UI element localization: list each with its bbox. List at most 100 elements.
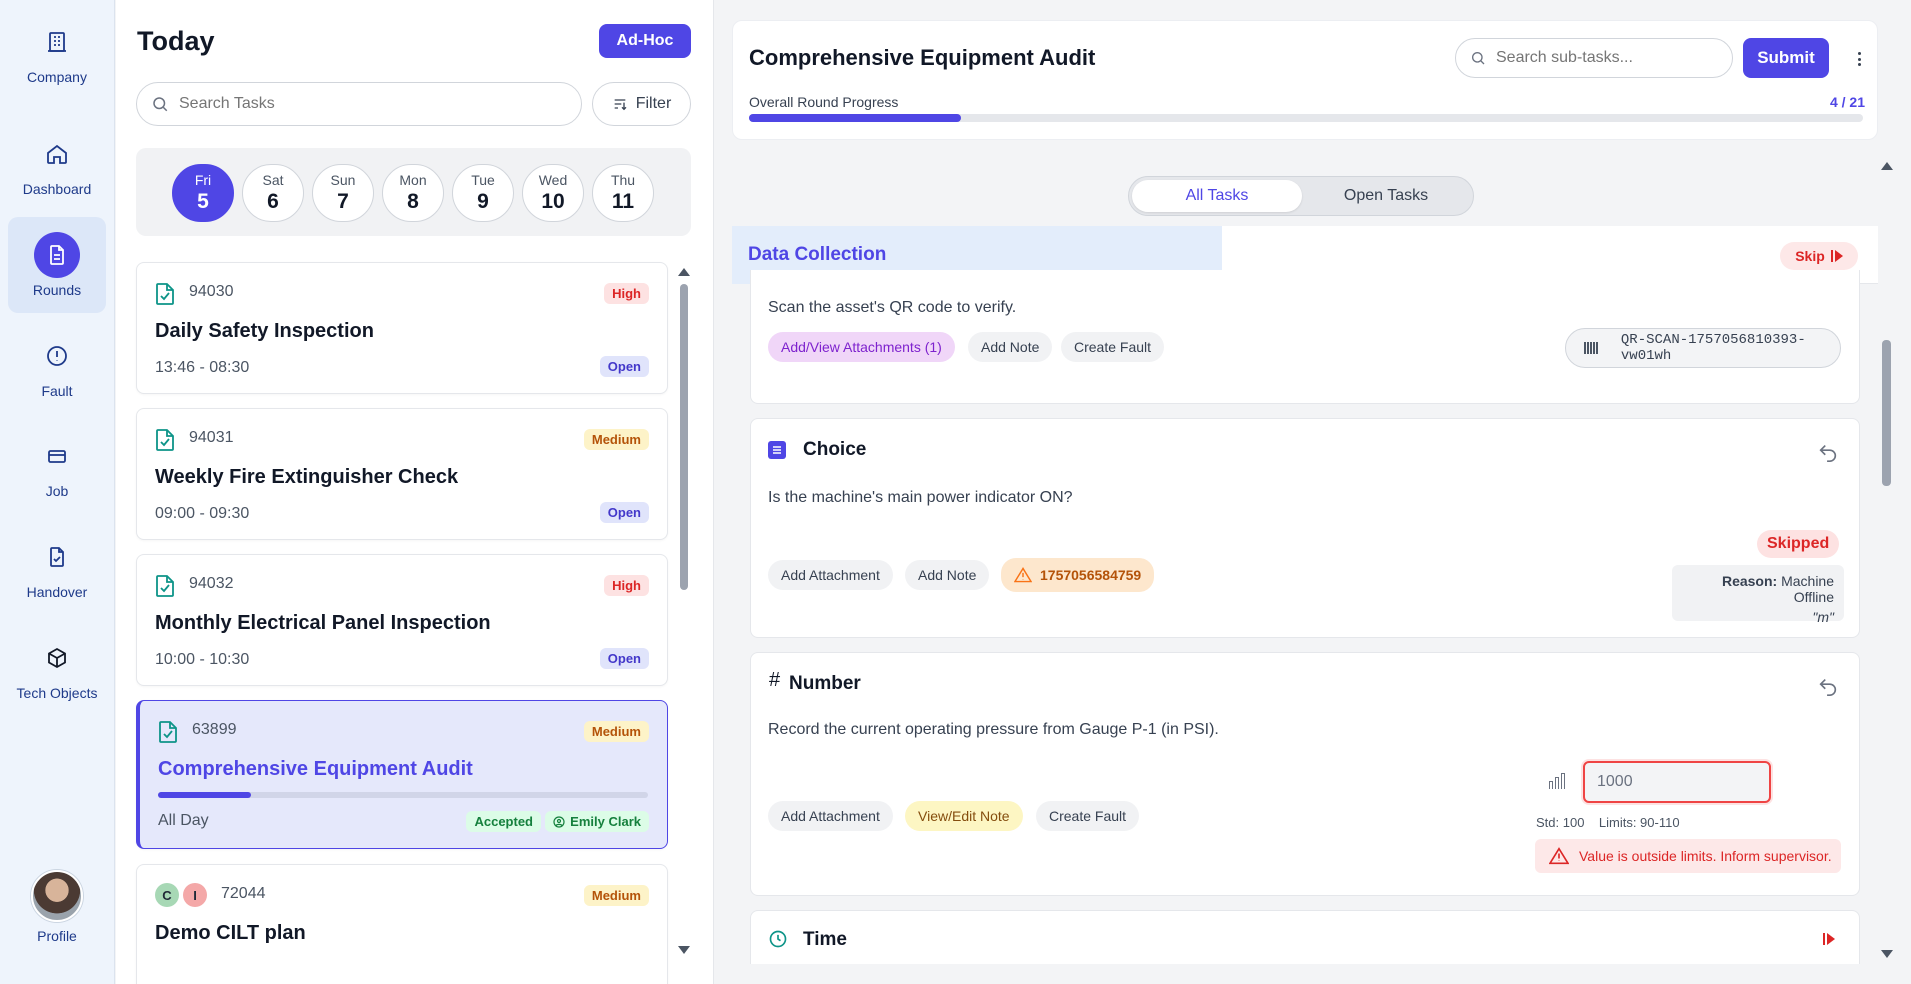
sidebar-item-fault[interactable]: Fault bbox=[8, 318, 106, 414]
task-id: 94032 bbox=[189, 575, 234, 592]
status-badge: Open bbox=[599, 356, 649, 377]
subtask-scrollbar[interactable] bbox=[1880, 158, 1894, 964]
skip-section-button[interactable]: Skip bbox=[1780, 242, 1858, 270]
building-icon bbox=[34, 19, 80, 65]
task-list-panel: Today Ad-Hoc Filter Fri 5 Sat 6 Sun 7 Mon 8 … bbox=[116, 0, 714, 984]
day-tue[interactable]: Tue 9 bbox=[452, 164, 514, 222]
fault-id: 1757056584759 bbox=[1040, 567, 1142, 583]
day-fri[interactable]: Fri 5 bbox=[172, 164, 234, 222]
task-question: Scan the asset's QR code to verify. bbox=[768, 299, 1017, 316]
day-mon[interactable]: Mon 8 bbox=[382, 164, 444, 222]
task-card[interactable]: C I 72044 Medium Demo CILT plan bbox=[136, 864, 668, 984]
sidebar-item-tech-objects[interactable]: Tech Objects bbox=[8, 620, 106, 716]
progress-label: Overall Round Progress bbox=[749, 94, 899, 110]
day-date: 5 bbox=[197, 190, 209, 213]
day-date: 8 bbox=[407, 190, 419, 213]
progress-count: 4 / 21 bbox=[1829, 94, 1865, 110]
scrollbar-thumb[interactable] bbox=[680, 284, 688, 590]
task-card-selected[interactable]: 63899 Medium Comprehensive Equipment Aud… bbox=[136, 700, 668, 849]
task-progress-fill bbox=[158, 792, 252, 798]
task-card[interactable]: 94032 High Monthly Electrical Panel Insp… bbox=[136, 554, 668, 686]
skip-forward-icon[interactable] bbox=[1823, 933, 1835, 945]
sidebar-item-handover[interactable]: Handover bbox=[8, 519, 106, 615]
view-edit-note-button[interactable]: View/Edit Note bbox=[905, 801, 1023, 831]
card-title: Time bbox=[803, 929, 848, 950]
subtask-search[interactable] bbox=[1455, 38, 1733, 78]
sidebar-item-label: Rounds bbox=[32, 282, 82, 298]
priority-badge: Medium bbox=[583, 429, 649, 450]
scrollbar-thumb[interactable] bbox=[1882, 340, 1891, 486]
profile-label: Profile bbox=[37, 928, 77, 944]
sidebar-item-label: Handover bbox=[26, 584, 88, 600]
search-input[interactable] bbox=[179, 95, 559, 113]
task-time: 10:00 - 10:30 bbox=[155, 651, 250, 668]
limit-warning: Value is outside limits. Inform supervis… bbox=[1535, 839, 1841, 873]
skip-forward-icon bbox=[1830, 250, 1843, 262]
priority-badge: Medium bbox=[583, 885, 649, 906]
task-card[interactable]: 94030 High Daily Safety Inspection 13:46… bbox=[136, 262, 668, 394]
add-attachment-button[interactable]: Add Attachment bbox=[768, 560, 893, 590]
day-sat[interactable]: Sat 6 bbox=[242, 164, 304, 222]
day-sun[interactable]: Sun 7 bbox=[312, 164, 374, 222]
filter-button[interactable]: Filter bbox=[592, 82, 691, 126]
task-question: Is the machine's main power indicator ON… bbox=[768, 489, 1073, 506]
scroll-down-arrow[interactable] bbox=[1881, 950, 1893, 958]
task-question: Record the current operating pressure fr… bbox=[768, 721, 1219, 738]
search-tasks[interactable] bbox=[136, 82, 582, 126]
scroll-up-arrow[interactable] bbox=[1881, 162, 1893, 170]
task-title: Weekly Fire Extinguisher Check bbox=[155, 466, 459, 488]
day-name: Mon bbox=[399, 172, 427, 188]
chart-icon[interactable] bbox=[1549, 771, 1569, 789]
avatar bbox=[31, 870, 83, 922]
filter-label: Filter bbox=[635, 95, 672, 112]
attachments-button[interactable]: Add/View Attachments (1) bbox=[768, 332, 955, 362]
day-name: Sat bbox=[262, 172, 284, 188]
sidebar-item-rounds[interactable]: Rounds bbox=[8, 217, 106, 313]
more-options-icon[interactable] bbox=[1851, 49, 1867, 69]
sidebar-item-job[interactable]: Job bbox=[8, 418, 106, 514]
status-badge: Open bbox=[599, 648, 649, 669]
profile-button[interactable]: Profile bbox=[8, 870, 106, 970]
list-icon bbox=[768, 441, 786, 459]
hash-icon: # bbox=[769, 669, 781, 691]
undo-icon[interactable] bbox=[1817, 441, 1839, 463]
submit-button[interactable]: Submit bbox=[1743, 38, 1829, 78]
add-attachment-button[interactable]: Add Attachment bbox=[768, 801, 893, 831]
std-limits: Std: 100 Limits: 90-110 bbox=[1536, 815, 1680, 830]
qr-scan-field[interactable]: QR-SCAN-1757056810393-vw01wh bbox=[1565, 328, 1841, 368]
sidebar-item-dashboard[interactable]: Dashboard bbox=[8, 116, 106, 212]
adhoc-button[interactable]: Ad-Hoc bbox=[599, 24, 691, 58]
day-name: Fri bbox=[194, 172, 212, 188]
scroll-up-arrow[interactable] bbox=[678, 268, 690, 276]
day-name: Sun bbox=[330, 172, 356, 188]
warning-triangle-icon bbox=[1014, 567, 1032, 583]
sidebar-item-label: Company bbox=[27, 69, 87, 85]
warning-text: Value is outside limits. Inform supervis… bbox=[1579, 848, 1832, 864]
user-circle-icon bbox=[553, 815, 565, 828]
skip-reason-box: Reason: Machine Offline "m" bbox=[1672, 565, 1844, 625]
task-time: 09:00 - 09:30 bbox=[155, 505, 250, 522]
round-progress-bar bbox=[749, 114, 1863, 122]
sidebar-item-company[interactable]: Company bbox=[8, 4, 106, 100]
task-card[interactable]: 94031 Medium Weekly Fire Extinguisher Ch… bbox=[136, 408, 668, 540]
add-note-button[interactable]: Add Note bbox=[905, 560, 990, 590]
scroll-down-arrow[interactable] bbox=[678, 946, 690, 954]
number-input[interactable] bbox=[1583, 761, 1771, 803]
day-thu[interactable]: Thu 11 bbox=[592, 164, 654, 222]
task-list-scrollbar[interactable] bbox=[678, 268, 690, 958]
subtask-search-input[interactable] bbox=[1496, 49, 1726, 67]
day-wed[interactable]: Wed 10 bbox=[522, 164, 584, 222]
add-note-button[interactable]: Add Note bbox=[968, 332, 1053, 362]
day-date: 9 bbox=[477, 190, 489, 213]
card-title: Choice bbox=[803, 439, 867, 460]
filter-icon bbox=[614, 99, 627, 111]
tab-open-tasks[interactable]: Open Tasks bbox=[1343, 187, 1429, 204]
assignee-badge: Emily Clark bbox=[545, 811, 649, 832]
tab-all-tasks[interactable]: All Tasks bbox=[1132, 180, 1302, 212]
alert-circle-icon bbox=[34, 333, 80, 379]
create-fault-button[interactable]: Create Fault bbox=[1036, 801, 1140, 831]
create-fault-button[interactable]: Create Fault bbox=[1061, 332, 1165, 362]
day-name: Tue bbox=[471, 172, 495, 188]
linked-fault-chip[interactable]: 1757056584759 bbox=[1001, 558, 1155, 592]
undo-icon[interactable] bbox=[1817, 675, 1839, 697]
